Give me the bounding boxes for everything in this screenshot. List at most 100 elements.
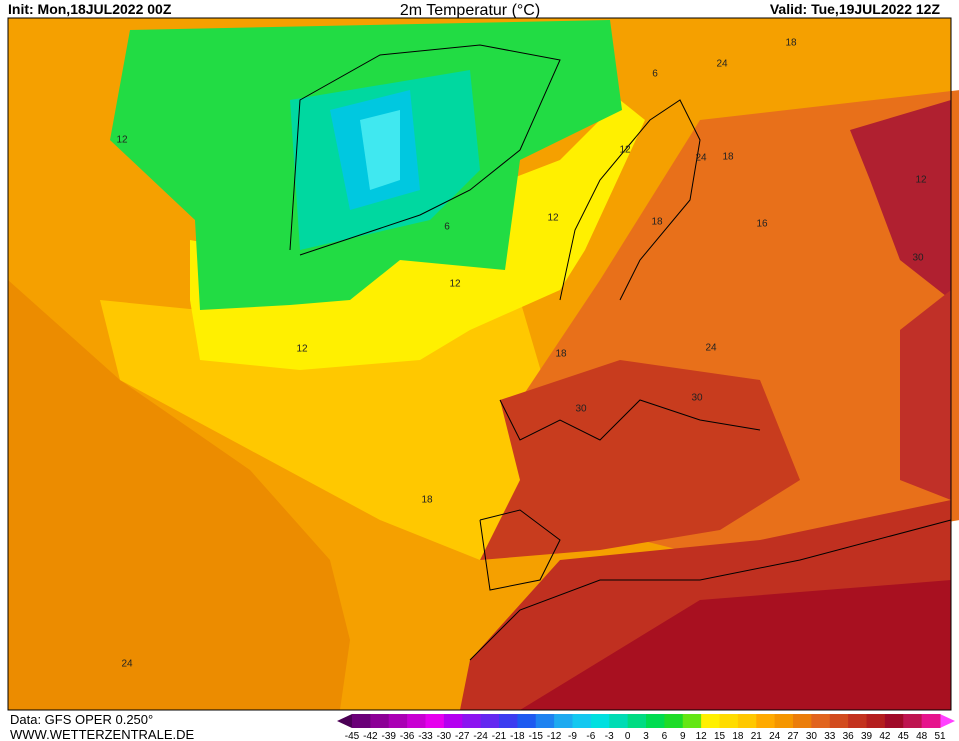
color-swatch xyxy=(866,714,886,728)
contour-label: 6 xyxy=(444,222,450,233)
east-hot xyxy=(900,290,951,500)
color-swatch xyxy=(425,714,445,728)
color-swatch xyxy=(719,714,739,728)
color-swatch xyxy=(921,714,941,728)
contour-label: 12 xyxy=(915,175,927,186)
color-swatch xyxy=(884,714,904,728)
colorbar-label: -42 xyxy=(363,731,378,741)
colorbar-label: 9 xyxy=(680,731,686,741)
contour-label: 16 xyxy=(756,219,768,230)
color-swatch xyxy=(664,714,684,728)
contour-label: 30 xyxy=(575,404,587,415)
contour-label: 24 xyxy=(121,659,133,670)
contour-label: 12 xyxy=(547,213,559,224)
colorbar-label: -39 xyxy=(382,731,397,741)
init-time: Init: Mon,18JUL2022 00Z xyxy=(8,1,172,17)
colorbar-label: 6 xyxy=(662,731,668,741)
color-swatch xyxy=(388,714,408,728)
colorbar-label: -24 xyxy=(473,731,488,741)
color-swatch xyxy=(756,714,776,728)
color-swatch xyxy=(499,714,518,728)
iberia-coast xyxy=(479,509,561,591)
color-swatch xyxy=(701,714,720,728)
colorbar-label: 3 xyxy=(643,731,649,741)
colorbar-label: 24 xyxy=(769,731,781,741)
contour-label: 12 xyxy=(619,145,631,156)
europe-coast xyxy=(499,399,761,441)
contour-label: 24 xyxy=(705,343,717,354)
colorbar-label: 30 xyxy=(806,731,818,741)
colorbar-label: 45 xyxy=(898,731,910,741)
contour-label: 18 xyxy=(722,152,734,163)
colorbar-label: -15 xyxy=(529,731,544,741)
colorbar-label: 39 xyxy=(861,731,873,741)
greenland-core xyxy=(360,110,400,190)
map-title: 2m Temperatur (°C) xyxy=(400,2,540,19)
colorbar-label: 42 xyxy=(879,731,891,741)
scandinavia-coast xyxy=(559,99,701,301)
color-swatch xyxy=(535,714,555,728)
color-swatch xyxy=(737,714,757,728)
map-frame xyxy=(7,17,952,711)
colorbar-label: 12 xyxy=(696,731,708,741)
map: 12 12 12 12 12 6 6 18 24 24 18 18 16 12 … xyxy=(7,17,959,711)
colorbar-label: 18 xyxy=(732,731,744,741)
contour-label: 30 xyxy=(912,253,924,264)
colorbar-label: 36 xyxy=(843,731,855,741)
africa-hottest xyxy=(520,580,951,710)
russia-hot xyxy=(850,100,951,300)
colorbar-label: -33 xyxy=(418,731,433,741)
color-swatch xyxy=(572,714,592,728)
colorbar-label: 0 xyxy=(625,731,631,741)
colorbar-label: -45 xyxy=(345,731,360,741)
color-swatch xyxy=(682,714,702,728)
color-swatch xyxy=(829,714,849,728)
contour-labels: 12 12 12 12 12 6 6 18 24 24 18 18 16 12 … xyxy=(116,38,927,670)
contour-label: 18 xyxy=(651,217,663,228)
colorbar-label: -36 xyxy=(400,731,415,741)
colorbar-label: -9 xyxy=(568,731,577,741)
europe-hot xyxy=(480,360,800,560)
colorbar-arrow-low xyxy=(337,714,352,728)
contour-label: 12 xyxy=(116,135,128,146)
colorbar-label: -30 xyxy=(437,731,452,741)
colorbar-label: 33 xyxy=(824,731,836,741)
colorbar-label: 15 xyxy=(714,731,726,741)
colorbar-label: 48 xyxy=(916,731,928,741)
color-swatch xyxy=(554,714,573,728)
color-swatch xyxy=(517,714,537,728)
contour-label: 6 xyxy=(652,69,658,80)
colorbar-label: -27 xyxy=(455,731,470,741)
contour-label: 12 xyxy=(296,344,308,355)
colorbar-label: -6 xyxy=(586,731,595,741)
contour-label: 24 xyxy=(695,153,707,164)
color-swatch xyxy=(848,714,867,728)
contour-label: 18 xyxy=(785,38,797,49)
color-swatch xyxy=(443,714,463,728)
valid-time: Valid: Tue,19JUL2022 12Z xyxy=(770,1,941,17)
coastlines xyxy=(289,44,952,661)
contour-label: 24 xyxy=(716,59,728,70)
website: WWW.WETTERZENTRALE.DE xyxy=(10,727,194,741)
color-swatch xyxy=(590,714,610,728)
color-swatch xyxy=(793,714,812,728)
colorbar-label: -12 xyxy=(547,731,562,741)
warm-atlantic xyxy=(8,280,350,710)
color-swatch xyxy=(352,714,371,728)
color-swatch xyxy=(774,714,794,728)
color-swatch xyxy=(462,714,482,728)
color-swatch xyxy=(480,714,500,728)
greenland-coast xyxy=(289,44,561,256)
data-source: Data: GFS OPER 0.250° xyxy=(10,712,153,727)
colorbar: -45 -42 -39 -36 -33 -30 -27 -24 -21 -18 -15 -12 -9 -6… xyxy=(337,714,955,741)
color-swatch xyxy=(407,714,426,728)
color-swatch xyxy=(903,714,923,728)
color-swatch xyxy=(370,714,390,728)
colorbar-arrow-high xyxy=(940,714,955,728)
contour-label: 18 xyxy=(421,495,433,506)
colorbar-label: -18 xyxy=(510,731,525,741)
mild-band xyxy=(100,300,570,560)
color-swatch xyxy=(811,714,831,728)
colorbar-label: -3 xyxy=(605,731,614,741)
